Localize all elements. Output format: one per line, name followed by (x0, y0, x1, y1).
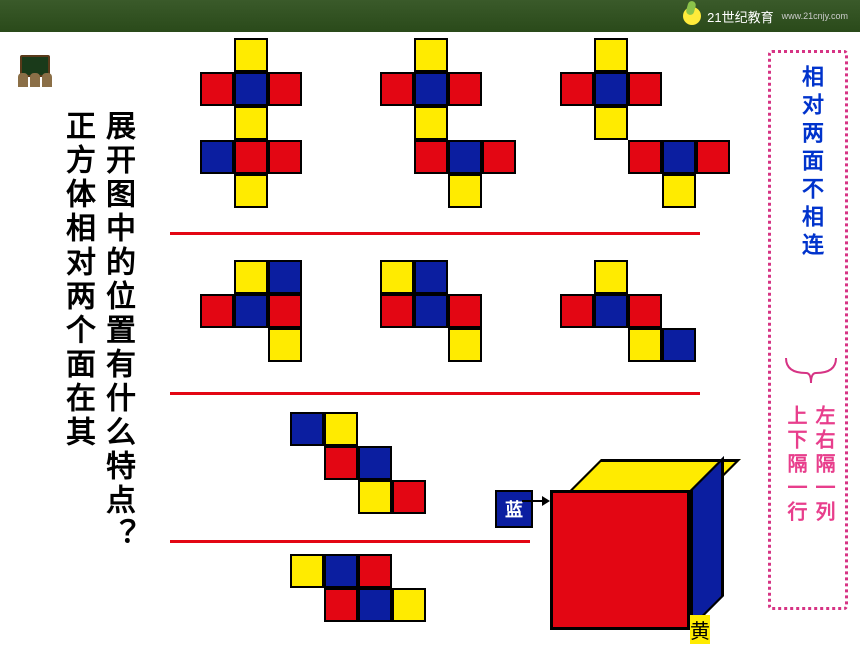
rule-line2: 左右隔一列 (809, 405, 838, 525)
brace-icon (781, 353, 841, 393)
net-cell (628, 294, 662, 328)
net-cell (448, 294, 482, 328)
net-cell (290, 554, 324, 588)
net-cell (290, 412, 324, 446)
net-cell (324, 412, 358, 446)
divider-3 (170, 540, 530, 543)
rule-line1: 相对两面不相连 (795, 65, 827, 261)
net-cell (448, 174, 482, 208)
net-cell (380, 72, 414, 106)
net-cell (358, 480, 392, 514)
net-cell (628, 140, 662, 174)
net-cell (234, 174, 268, 208)
net-cell (696, 140, 730, 174)
net-cell (234, 38, 268, 72)
net-cell (628, 328, 662, 362)
net-cell (560, 294, 594, 328)
net-cell (200, 72, 234, 106)
net-cell (234, 294, 268, 328)
net-cell (414, 140, 448, 174)
net-cell (200, 140, 234, 174)
net-cell (358, 554, 392, 588)
net-cell (594, 38, 628, 72)
net-cell (324, 554, 358, 588)
net-cell (414, 260, 448, 294)
cube-3d (550, 460, 730, 640)
net-cell (324, 446, 358, 480)
net-cell (392, 588, 426, 622)
net-cell (380, 260, 414, 294)
top-bar: 21世纪教育 www.21cnjy.com (0, 0, 860, 32)
net-cell (662, 140, 696, 174)
net-cell (448, 140, 482, 174)
net-cell (234, 140, 268, 174)
cube-front-face (550, 490, 690, 630)
arrow-icon (522, 500, 548, 502)
net-cell (234, 106, 268, 140)
net-cell (628, 72, 662, 106)
label-yellow: 黄 (690, 615, 710, 644)
net-cell (268, 294, 302, 328)
net-cell (414, 38, 448, 72)
logo-icon (683, 7, 701, 25)
net-cell (200, 294, 234, 328)
net-cell (594, 106, 628, 140)
net-cell (392, 480, 426, 514)
net-cell (358, 446, 392, 480)
net-cell (324, 588, 358, 622)
net-cell (268, 140, 302, 174)
net-cell (594, 294, 628, 328)
rule-line3: 上下隔一行 (781, 405, 810, 525)
teacher-icon (15, 55, 55, 95)
net-cell (268, 72, 302, 106)
net-cell (448, 72, 482, 106)
net-cell (594, 72, 628, 106)
net-cell (268, 328, 302, 362)
label-blue: 蓝 (495, 490, 533, 528)
divider-2 (170, 392, 700, 395)
net-cell (380, 294, 414, 328)
brand-text: 21世纪教育 (707, 7, 773, 26)
net-cell (482, 140, 516, 174)
net-cell (414, 294, 448, 328)
left-text-line2: 展开图中的位置有什么特点？ (95, 110, 139, 552)
net-cell (662, 328, 696, 362)
net-cell (268, 260, 302, 294)
net-cell (448, 328, 482, 362)
net-cell (560, 72, 594, 106)
net-cell (234, 72, 268, 106)
net-cell (358, 588, 392, 622)
right-rule-box: 相对两面不相连 左右隔一列 上下隔一行 (768, 50, 848, 610)
net-cell (414, 106, 448, 140)
net-cell (594, 260, 628, 294)
net-cell (414, 72, 448, 106)
brand-url: www.21cnjy.com (782, 11, 848, 21)
left-text-line1: 正方体相对两个面在其 (55, 110, 99, 450)
divider-1 (170, 232, 700, 235)
net-cell (662, 174, 696, 208)
net-cell (234, 260, 268, 294)
